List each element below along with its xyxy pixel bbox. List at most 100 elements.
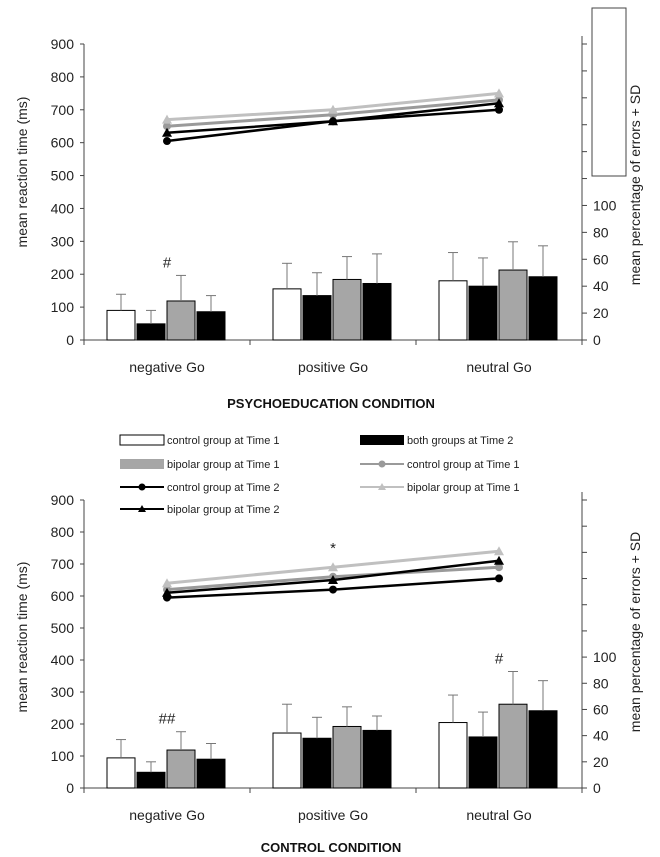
y-tick-label: 0 (66, 780, 74, 796)
y-tick-label: 400 (51, 652, 75, 668)
y-tick-label: 900 (51, 492, 75, 508)
x-tick-label: positive Go (298, 359, 368, 375)
open-bar-icon (119, 434, 165, 446)
legend-label: control group at Time 1 (407, 459, 520, 471)
y-tick-label: 800 (51, 524, 75, 540)
y-tick-label: 100 (51, 299, 75, 315)
legend-label: control group at Time 1 (167, 435, 280, 447)
line-point (494, 546, 504, 556)
y-tick-label: 500 (51, 168, 75, 184)
bar (106, 309, 136, 341)
bar (302, 737, 332, 789)
bar (166, 300, 196, 341)
legend-item-bip-t1-bar: bipolar group at Time 1 (120, 459, 280, 471)
line-point (328, 562, 338, 572)
y2-tick-label: 100 (593, 649, 617, 665)
y2-tick-label: 20 (593, 754, 609, 770)
bar (438, 280, 468, 341)
y-tick-label: 300 (51, 684, 75, 700)
bar (272, 732, 302, 789)
line-point (495, 563, 503, 572)
right-legend-box (591, 7, 627, 177)
legend-item-bip-t1-line: bipolar group at Time 1 (360, 482, 520, 494)
legend-label: bipolar group at Time 1 (407, 482, 520, 494)
legend: control group at Time 1 both groups at T… (119, 434, 520, 516)
bar (136, 323, 166, 341)
legend-item-bip-t2-line: bipolar group at Time 2 (120, 504, 280, 516)
line-point (328, 575, 338, 584)
y-tick-label: 200 (51, 716, 75, 732)
line-point (328, 116, 338, 126)
y-tick-label: 600 (51, 135, 75, 151)
condition-title: CONTROL CONDITION (261, 840, 402, 855)
bar (438, 722, 468, 789)
y-tick-label: 200 (51, 266, 75, 282)
condition-title: PSYCHOEDUCATION CONDITION (227, 396, 435, 411)
y-tick-label: 700 (51, 102, 75, 118)
legend-label: bipolar group at Time 1 (167, 459, 280, 471)
y2-axis-title: mean percentage of errors + SD (627, 532, 643, 732)
y-tick-label: 500 (51, 620, 75, 636)
x-tick-label: neutral Go (466, 807, 532, 823)
control-panel: mean reaction time (ms) mean percentage … (14, 492, 643, 855)
line-point (163, 137, 171, 146)
bar (136, 771, 166, 789)
significance-annotation: ## (159, 711, 176, 728)
x-tick-label: negative Go (129, 359, 205, 375)
grey-bar-icon (120, 459, 164, 469)
bar (362, 729, 392, 789)
grey-circle-line-icon (360, 460, 404, 468)
y2-tick-label: 20 (593, 305, 609, 321)
legend-label: bipolar group at Time 2 (167, 504, 280, 516)
grey-triangle-line-icon (360, 483, 404, 490)
black-triangle-line-icon (120, 505, 164, 512)
bar (498, 269, 528, 341)
y-tick-label: 600 (51, 588, 75, 604)
line-point (162, 114, 172, 124)
line-point (494, 88, 504, 98)
legend-item-ctrl-t1-bar: control group at Time 1 (119, 434, 280, 447)
bar (332, 725, 362, 789)
x-tick-label: neutral Go (466, 359, 532, 375)
y-tick-label: 300 (51, 233, 75, 249)
y-axis-title: mean reaction time (ms) (14, 97, 30, 248)
bar (468, 285, 498, 341)
legend-item-ctrl-t2-line: control group at Time 2 (120, 482, 280, 494)
bar (166, 749, 196, 789)
y2-tick-label: 60 (593, 701, 609, 717)
x-tick-label: positive Go (298, 807, 368, 823)
y2-tick-label: 40 (593, 728, 609, 744)
y-tick-label: 400 (51, 200, 75, 216)
bar (106, 757, 136, 789)
y-tick-label: 700 (51, 556, 75, 572)
y-tick-label: 900 (51, 36, 75, 52)
bar (196, 311, 226, 341)
bar (468, 736, 498, 789)
y2-tick-label: 0 (593, 332, 601, 348)
black-circle-line-icon (120, 483, 164, 491)
y2-tick-label: 40 (593, 278, 609, 294)
y-tick-label: 0 (66, 332, 74, 348)
y-tick-label: 100 (51, 748, 75, 764)
bar (196, 758, 226, 789)
line-point (162, 578, 172, 588)
line-point (494, 98, 504, 108)
y2-axis-title: mean percentage of errors + SD (627, 85, 643, 285)
significance-annotation: # (163, 254, 172, 271)
psychoeducation-panel: mean reaction time (ms) mean percentage … (14, 7, 643, 411)
line-point (162, 587, 172, 597)
legend-label: control group at Time 2 (167, 482, 280, 494)
y2-tick-label: 0 (593, 780, 601, 796)
line-point (495, 574, 503, 583)
y2-tick-label: 80 (593, 675, 609, 691)
bar (362, 282, 392, 341)
bar (528, 276, 558, 341)
line-point (163, 122, 171, 131)
legend-item-ctrl-t1-line: control group at Time 1 (360, 459, 520, 471)
bar (332, 278, 362, 341)
y2-tick-label: 80 (593, 224, 609, 240)
legend-item-both-t2-bar: both groups at Time 2 (360, 435, 513, 447)
y2-tick-label: 100 (593, 197, 617, 213)
bar (272, 288, 302, 341)
